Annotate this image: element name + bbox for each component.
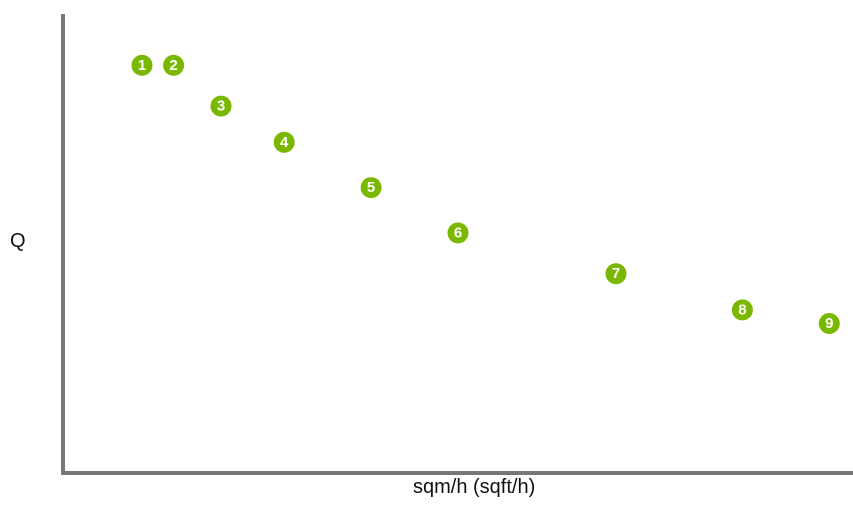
- point-label: 1: [138, 57, 146, 74]
- data-point-9: 9: [818, 313, 840, 335]
- point-label: 5: [367, 179, 375, 196]
- point-marker: [447, 222, 469, 244]
- point-label: 8: [738, 301, 746, 318]
- point-label: 3: [217, 98, 225, 115]
- point-label: 7: [612, 265, 620, 282]
- y-axis-label: Q: [10, 230, 26, 252]
- data-point-2: 2: [163, 54, 185, 76]
- point-marker: [605, 263, 627, 285]
- point-marker: [163, 54, 185, 76]
- data-point-1: 1: [131, 54, 153, 76]
- point-marker: [273, 131, 295, 153]
- point-marker: [210, 95, 232, 117]
- data-point-8: 8: [731, 299, 753, 321]
- point-label: 9: [825, 315, 833, 332]
- data-point-7: 7: [605, 263, 627, 285]
- data-point-4: 4: [273, 131, 295, 153]
- data-points: 1 2 3 4 5 6 7 8 9: [131, 54, 840, 335]
- point-label: 4: [280, 134, 289, 151]
- axes: [61, 14, 853, 475]
- point-marker: [818, 313, 840, 335]
- data-point-6: 6: [447, 222, 469, 244]
- data-point-3: 3: [210, 95, 232, 117]
- point-label: 2: [169, 57, 177, 74]
- point-marker: [731, 299, 753, 321]
- point-marker: [360, 177, 382, 199]
- point-marker: [131, 54, 153, 76]
- data-point-5: 5: [360, 177, 382, 199]
- point-label: 6: [454, 224, 462, 241]
- x-axis-label: sqm/h (sqft/h): [413, 476, 536, 498]
